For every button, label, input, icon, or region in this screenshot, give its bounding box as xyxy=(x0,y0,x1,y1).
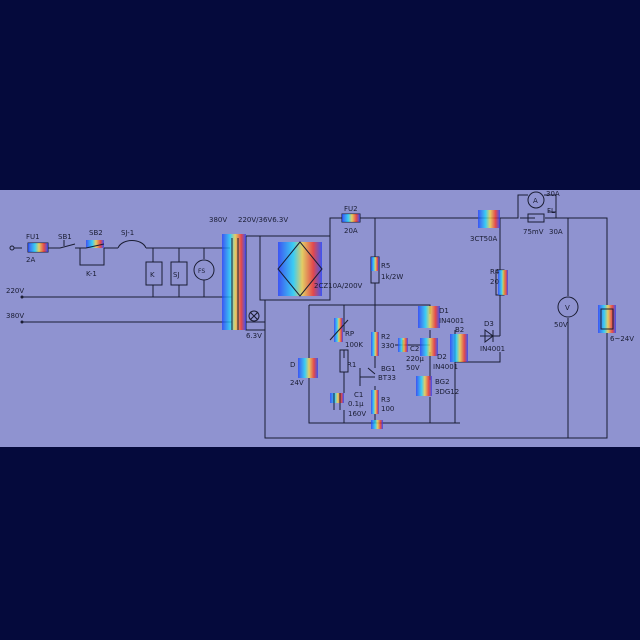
label-d1: D1 xyxy=(439,307,449,315)
label-d2-value: IN4001 xyxy=(433,363,458,371)
label-r2-value: 330 xyxy=(381,342,394,350)
label-bg1: BG1 xyxy=(381,365,396,373)
components xyxy=(27,191,616,429)
diode-d3 xyxy=(480,329,500,343)
diode-d1 xyxy=(418,306,440,328)
label-fu2: FU2 xyxy=(344,205,358,213)
label-fu1-value: 2A xyxy=(26,256,35,264)
label-voltmeter-range: 50V xyxy=(554,321,568,329)
voltmeter xyxy=(557,296,579,318)
label-output: 6~24V xyxy=(610,335,634,343)
shunt-fl xyxy=(527,213,545,223)
label-bg2: BG2 xyxy=(435,378,450,386)
label-d2: D2 xyxy=(437,353,447,361)
switch-sb2 xyxy=(86,240,104,248)
label-c2: C2 xyxy=(410,345,419,353)
label-b2: B2 xyxy=(455,326,464,334)
resistor-r1 xyxy=(339,349,349,373)
label-transformer-rating: 220V/36V6.3V xyxy=(238,216,288,224)
label-scr: 3CT50A xyxy=(470,235,498,243)
output-terminal xyxy=(598,305,616,333)
relay-k xyxy=(145,261,163,286)
label-r5-value: 1k/2W xyxy=(381,273,403,281)
label-sj1: SJ-1 xyxy=(121,229,134,237)
scr-3ct50a xyxy=(478,210,500,228)
pulse-transformer-b2 xyxy=(450,334,468,362)
label-voltmeter-symbol: V xyxy=(565,304,570,312)
label-c2-value: 220μ xyxy=(406,355,424,363)
label-r4: R4 xyxy=(490,268,500,276)
resistor-r3 xyxy=(371,390,379,414)
label-r3: R3 xyxy=(381,396,390,404)
capacitor-c1 xyxy=(330,393,344,403)
label-sb2: SB2 xyxy=(89,229,103,237)
label-c1-value: 0.1μ xyxy=(348,400,364,408)
relay-sj xyxy=(170,261,188,286)
label-fl-value: 30A xyxy=(549,228,563,236)
resistor-r2 xyxy=(371,332,379,356)
label-bridge: 2CZ10A/200V xyxy=(314,282,363,290)
label-k: K xyxy=(150,271,155,279)
label-ammeter-symbol: A xyxy=(533,197,538,205)
label-r4-value: 20 xyxy=(490,278,499,286)
label-ammeter-range: 30A xyxy=(546,190,560,198)
zener-diode-d xyxy=(298,358,318,378)
label-fu2-value: 20A xyxy=(344,227,358,235)
label-d3: D3 xyxy=(484,320,494,328)
label-bg2-value: 3DG12 xyxy=(435,388,459,396)
label-input-380v: 380V xyxy=(6,312,24,320)
wires xyxy=(9,194,608,439)
label-c1-voltage: 160V xyxy=(348,410,366,418)
label-k1: K-1 xyxy=(86,270,97,278)
label-r1: R1 xyxy=(347,361,356,369)
label-c2-voltage: 50V xyxy=(406,364,420,372)
schematic-panel xyxy=(0,190,640,447)
label-d3-value: IN4001 xyxy=(480,345,505,353)
label-dz-value: 24V xyxy=(290,379,304,387)
label-d1-value: IN4001 xyxy=(439,317,464,325)
transformer xyxy=(222,234,246,330)
diode-d2 xyxy=(420,338,438,356)
transistor-bg2 xyxy=(416,376,432,396)
label-lamp-voltage: 6.3V xyxy=(246,332,262,340)
label-dz: D xyxy=(290,361,295,369)
label-fs: FS xyxy=(198,268,205,275)
label-c1: C1 xyxy=(354,391,363,399)
label-input-220v: 220V xyxy=(6,287,24,295)
label-fl: FL xyxy=(547,207,555,215)
label-r3-value: 100 xyxy=(381,405,394,413)
label-r5: R5 xyxy=(381,262,390,270)
label-rp: RP xyxy=(345,330,354,338)
label-fu1: FU1 xyxy=(26,233,40,241)
transistor-bg1 xyxy=(359,367,376,386)
label-sj: SJ xyxy=(173,271,180,279)
label-r2: R2 xyxy=(381,333,390,341)
rectifier-bridge xyxy=(278,242,322,296)
label-bg1-value: BT33 xyxy=(378,374,396,382)
label-transformer-380v: 380V xyxy=(209,216,227,224)
label-sb1: SB1 xyxy=(58,233,72,241)
ammeter xyxy=(527,191,545,209)
labels: FU1 2A SB1 SB2 SJ-1 K-1 K SJ FS 220V 380… xyxy=(6,190,634,418)
capacitor-c2 xyxy=(398,338,408,352)
fs-indicator xyxy=(193,259,215,281)
pilot-lamp xyxy=(248,310,260,322)
label-rp-value: 100K xyxy=(345,341,363,349)
label-fl-shunt: 75mV xyxy=(523,228,544,236)
